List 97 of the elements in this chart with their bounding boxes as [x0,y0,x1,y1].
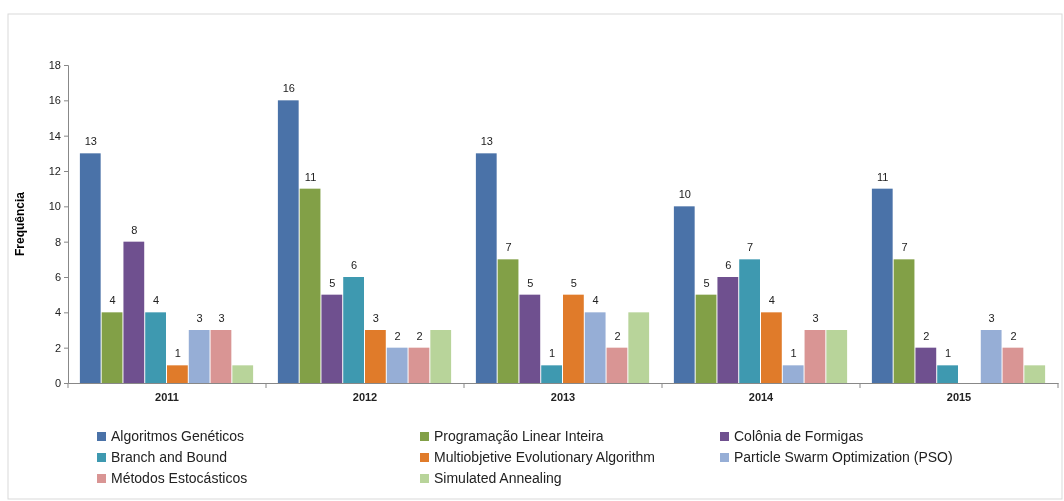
x-tick-label: 2012 [352,390,378,403]
data-label: 4 [592,294,599,307]
data-label: 7 [747,241,754,254]
data-label: 4 [109,294,116,307]
legend-label: Branch and Bound [111,449,227,465]
data-label: 3 [812,312,819,324]
legend-label: Algoritmos Genéticos [111,428,245,444]
legend-label: Multiobjetive Evolutionary Algorithm [434,449,655,465]
bar [188,330,210,383]
data-label: 1 [549,347,556,360]
bar [761,312,782,383]
data-label: 3 [218,312,225,324]
bar [343,277,364,383]
y-tick-label: 18 [48,59,61,72]
bar [628,312,650,383]
bar [386,347,408,383]
y-axis-title: Frequência [13,191,27,257]
x-tick-label: 2015 [946,390,972,403]
bar [980,330,1002,383]
bar [497,259,519,383]
data-label: 13 [84,135,97,148]
legend-label: Particle Swarm Optimization (PSO) [734,449,953,465]
bar [782,365,804,383]
bar [739,259,760,383]
bar [915,347,937,383]
y-tick-label: 6 [54,271,61,284]
y-tick-label: 2 [54,341,61,354]
bar [210,330,232,383]
bar [937,365,958,383]
bar [804,330,826,383]
bar [299,188,321,383]
data-label: 8 [131,223,138,236]
data-label: 2 [923,329,930,342]
bar [232,365,254,383]
bar [475,153,497,383]
bar [365,330,386,383]
data-label: 1 [945,347,952,360]
data-label: 6 [351,259,358,271]
bar [167,365,188,383]
x-tick-label: 2014 [748,390,775,403]
bar [893,259,915,383]
data-label: 2 [394,329,401,342]
bar [717,277,739,383]
data-label: 3 [372,312,379,324]
bar [123,241,145,383]
data-label: 16 [282,82,295,95]
bar [606,347,628,383]
bar [1002,347,1024,383]
data-label: 3 [988,312,995,324]
data-label: 3 [196,312,203,324]
data-label: 11 [877,170,889,183]
bar [101,312,123,383]
bar [541,365,562,383]
bar [673,206,695,383]
data-label: 2 [614,329,621,342]
data-label: 11 [304,170,317,183]
data-label: 2 [416,329,423,342]
bar [826,330,848,383]
y-tick-label: 4 [54,306,61,319]
legend-label: Simulated Annealing [434,470,562,486]
data-label: 5 [527,276,534,289]
data-label: 4 [153,294,160,307]
x-tick-label: 2011 [155,390,179,403]
legend-label: Métodos Estocásticos [111,470,248,486]
y-tick-label: 10 [48,200,61,213]
y-tick-label: 8 [54,235,61,248]
data-label: 1 [174,347,181,360]
data-label: 7 [505,241,512,254]
bar [321,294,343,383]
bar [519,294,541,383]
bar [1024,365,1046,383]
bar [408,347,430,383]
data-label: 2 [1010,329,1017,342]
data-label: 5 [703,276,710,289]
data-label: 6 [725,259,732,271]
bar [563,294,584,383]
data-label: 5 [329,276,336,289]
legend-label: Colônia de Formigas [734,428,864,444]
legend-label: Programação Linear Inteira [434,428,604,444]
bar [79,153,101,383]
bar [430,330,452,383]
data-label: 5 [570,276,577,289]
data-label: 7 [901,241,908,254]
bar [145,312,166,383]
y-tick-label: 16 [48,94,61,107]
data-label: 13 [480,135,493,148]
data-label: 1 [790,347,797,360]
x-tick-label: 2013 [550,390,576,403]
bar [277,100,299,383]
y-tick-label: 0 [54,377,61,390]
bar [584,312,606,383]
data-label: 10 [678,188,691,201]
bar [695,294,717,383]
y-tick-label: 14 [48,129,61,142]
data-label: 4 [768,294,775,307]
y-tick-label: 12 [48,165,61,178]
bar [871,188,893,383]
